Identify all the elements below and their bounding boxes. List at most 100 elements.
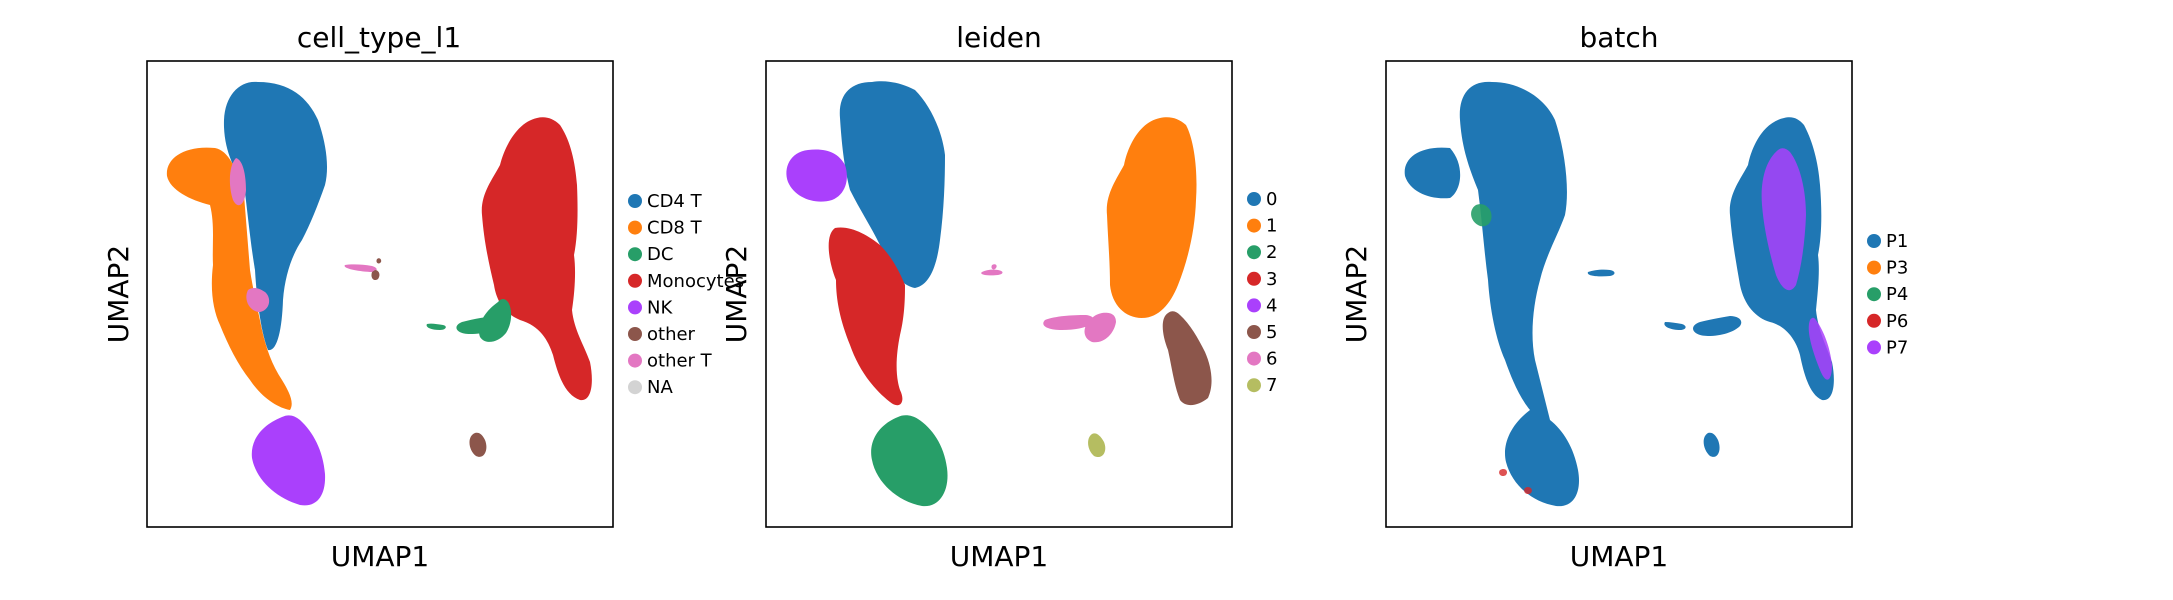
legend-label: 6 — [1266, 349, 1277, 370]
legend-label: NK — [647, 297, 673, 318]
legend-label: other T — [647, 351, 713, 372]
legend-marker — [1247, 271, 1261, 286]
scatter-points — [1404, 81, 1834, 507]
legend-item: 4 — [1247, 295, 1277, 316]
plot-frame — [765, 60, 1233, 528]
legend-label: DC — [647, 244, 673, 265]
legend-marker — [1867, 340, 1881, 355]
panel-title: cell_type_l1 — [297, 21, 461, 54]
legend-item: NA — [628, 377, 673, 398]
legend-item: NK — [628, 297, 673, 318]
legend-label: 0 — [1266, 189, 1277, 210]
legend-marker — [1867, 313, 1881, 328]
legend-marker — [628, 194, 642, 208]
legend-label: 1 — [1266, 216, 1277, 237]
scatter-points — [786, 81, 1212, 507]
cluster-monocytes — [481, 117, 592, 401]
x-axis-label: UMAP1 — [1570, 540, 1669, 573]
legend-item: 3 — [1247, 269, 1277, 290]
panel-leiden: leiden UMAP1 UMAP2 0 1 2 3 4 5 6 7 — [720, 21, 1277, 573]
legend-label: P4 — [1886, 284, 1908, 305]
legend-label: 4 — [1266, 295, 1277, 316]
legend-marker — [628, 273, 642, 288]
legend-item: P1 — [1867, 231, 1908, 252]
batch-p7-region — [1761, 148, 1832, 380]
batch-p1-region — [1404, 81, 1834, 507]
cluster-1 — [1106, 117, 1197, 318]
legend-marker — [1247, 325, 1261, 339]
legend-label: P3 — [1886, 258, 1908, 279]
legend: CD4 T CD8 T DC Monocytes NK other other T NA — [628, 191, 744, 398]
legend-item: Monocytes — [628, 271, 744, 292]
legend-item: 6 — [1247, 349, 1277, 370]
cluster-cd4-t — [223, 81, 328, 351]
scatter-points — [166, 81, 592, 506]
legend-marker — [1867, 260, 1881, 275]
cluster-0 — [839, 81, 945, 288]
legend-marker — [628, 247, 642, 262]
legend-marker — [628, 327, 642, 341]
cluster-6 — [981, 264, 1116, 343]
legend-marker — [628, 300, 642, 315]
cluster-cd8-t — [166, 147, 292, 410]
legend-marker — [1867, 287, 1881, 302]
legend-item: 0 — [1247, 189, 1277, 210]
cluster-2 — [871, 415, 948, 507]
legend-item: CD8 T — [628, 218, 703, 239]
cluster-dc — [426, 299, 512, 342]
legend-label: P6 — [1886, 311, 1908, 332]
legend-label: CD8 T — [647, 218, 703, 239]
legend-item: P6 — [1867, 311, 1908, 332]
legend-item: CD4 T — [628, 191, 703, 212]
legend-marker — [1247, 298, 1261, 313]
legend-item: 7 — [1247, 375, 1277, 396]
legend-item: DC — [628, 244, 673, 265]
legend-item: P3 — [1867, 258, 1908, 279]
legend-label: 2 — [1266, 242, 1277, 263]
panel-title: leiden — [956, 21, 1042, 54]
legend-marker — [1867, 234, 1881, 248]
legend-item: 1 — [1247, 216, 1277, 237]
cluster-3 — [828, 227, 905, 406]
legend-item: P7 — [1867, 337, 1908, 358]
legend-marker — [628, 353, 642, 368]
panel-batch: batch UMAP1 UMAP2 P1 P3 P4 P6 P7 — [1340, 21, 1908, 573]
legend-marker — [1247, 378, 1261, 393]
legend-marker — [1247, 351, 1261, 366]
legend-marker — [1247, 218, 1261, 233]
x-axis-label: UMAP1 — [331, 540, 430, 573]
cluster-other — [371, 258, 487, 457]
legend-item: 5 — [1247, 322, 1277, 343]
y-axis-label: UMAP2 — [1340, 245, 1373, 344]
cluster-4 — [786, 149, 847, 202]
batch-p6-region — [1499, 468, 1532, 495]
legend-label: 3 — [1266, 269, 1277, 290]
cluster-5 — [1162, 311, 1212, 406]
cluster-nk — [251, 415, 326, 506]
legend-item: P4 — [1867, 284, 1908, 305]
batch-p4-region — [1471, 204, 1492, 227]
legend-item: other T — [628, 351, 713, 372]
legend-label: P1 — [1886, 231, 1908, 252]
legend-item: other — [628, 324, 696, 345]
y-axis-label: UMAP2 — [720, 245, 753, 344]
legend-label: NA — [647, 377, 673, 398]
legend-marker — [628, 220, 642, 235]
cluster-other-t — [229, 158, 377, 312]
legend-marker — [1247, 245, 1261, 260]
legend-label: Monocytes — [647, 271, 744, 292]
legend-label: 7 — [1266, 375, 1277, 396]
legend-item: 2 — [1247, 242, 1277, 263]
panel-cell-type: cell_type_l1 UMAP1 UMAP2 CD4 T CD8 T DC Mon… — [102, 21, 744, 573]
legend-marker — [1247, 192, 1261, 206]
legend: P1 P3 P4 P6 P7 — [1867, 231, 1908, 358]
legend-marker — [628, 380, 642, 395]
legend-label: other — [647, 324, 696, 345]
legend: 0 1 2 3 4 5 6 7 — [1247, 189, 1277, 396]
legend-label: CD4 T — [647, 191, 703, 212]
panel-title: batch — [1579, 21, 1658, 54]
plot-frame — [1385, 60, 1853, 528]
cluster-7 — [1088, 433, 1106, 458]
legend-label: P7 — [1886, 337, 1908, 358]
